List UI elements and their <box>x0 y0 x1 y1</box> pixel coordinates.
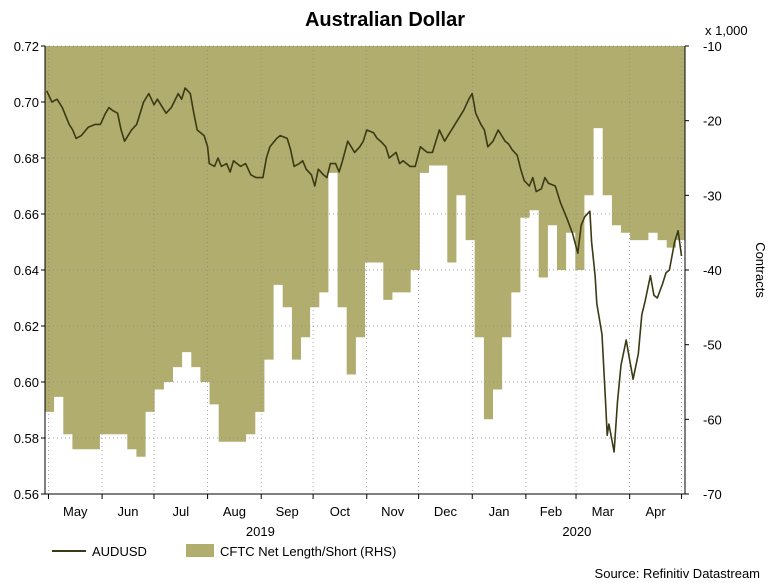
axis-layer: 0.72 0.70 0.68 0.66 0.64 0.62 0.60 0.58 0.56 -10 -… <box>14 39 722 539</box>
right-axis-unit: x 1,000 <box>705 23 748 38</box>
x-year-label: 2020 <box>562 524 591 539</box>
source-note: Source: Refinitiv Datastream <box>595 566 760 581</box>
x-month-label: Jun <box>118 504 139 519</box>
legend: AUDUSD CFTC Net Length/Short (RHS) <box>52 544 396 559</box>
legend-audusd: AUDUSD <box>92 544 147 559</box>
right-axis-label: Contracts <box>753 242 768 298</box>
right-tick-label: -70 <box>703 487 722 502</box>
left-tick-label: 0.66 <box>14 207 39 222</box>
left-tick-label: 0.58 <box>14 431 39 446</box>
left-tick-label: 0.56 <box>14 487 39 502</box>
legend-area-swatch <box>186 544 214 557</box>
audusd-line-layer <box>45 87 683 453</box>
x-year-label: 2019 <box>246 524 275 539</box>
right-tick-label: -30 <box>703 188 722 203</box>
x-month-label: Jan <box>489 504 510 519</box>
left-tick-label: 0.68 <box>14 151 39 166</box>
right-tick-label: -40 <box>703 263 722 278</box>
x-month-label: Mar <box>592 504 615 519</box>
cftc-area <box>45 46 685 457</box>
x-month-label: Dec <box>434 504 458 519</box>
x-month-label: Feb <box>540 504 562 519</box>
x-month-label: Oct <box>330 504 351 519</box>
left-tick-label: 0.62 <box>14 319 39 334</box>
right-tick-label: -50 <box>703 338 722 353</box>
x-month-label: Jul <box>172 504 189 519</box>
right-tick-label: -20 <box>703 114 722 129</box>
x-month-label: Aug <box>223 504 246 519</box>
x-month-label: Nov <box>381 504 405 519</box>
left-tick-label: 0.70 <box>14 95 39 110</box>
x-month-label: Sep <box>276 504 299 519</box>
x-month-label: Apr <box>645 504 666 519</box>
legend-cftc: CFTC Net Length/Short (RHS) <box>220 544 396 559</box>
chart-title: Australian Dollar <box>305 9 465 31</box>
audusd-line <box>45 87 683 453</box>
grid-layer <box>45 45 685 495</box>
left-tick-label: 0.64 <box>14 263 39 278</box>
right-tick-label: -60 <box>703 412 722 427</box>
right-tick-label: -10 <box>703 39 722 54</box>
left-tick-label: 0.72 <box>14 39 39 54</box>
left-tick-label: 0.60 <box>14 375 39 390</box>
cftc-area-layer <box>45 46 685 457</box>
x-month-label: May <box>63 504 88 519</box>
